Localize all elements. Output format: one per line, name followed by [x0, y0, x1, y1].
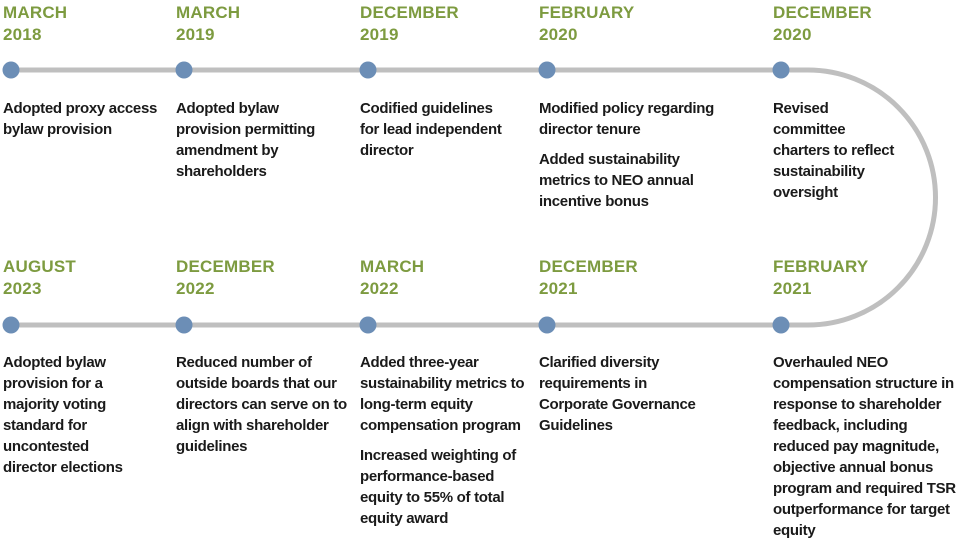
milestone-month: MARCH [3, 3, 68, 22]
milestone-month: MARCH [176, 3, 241, 22]
milestone-december-2022: DECEMBER 2022 Reduced number of outside … [176, 256, 348, 466]
milestone-date: MARCH 2019 [176, 2, 326, 46]
milestone-date: AUGUST 2023 [3, 256, 141, 300]
timeline-dot [772, 61, 790, 79]
timeline-dot [359, 316, 377, 334]
milestone-date: MARCH 2022 [360, 256, 528, 300]
milestone-text: Codified guidelines for lead independent… [360, 100, 502, 159]
milestone-month: FEBRUARY [539, 3, 635, 22]
milestone-year: 2018 [3, 25, 42, 44]
milestone-march-2019: MARCH 2019 Adopted bylaw provision permi… [176, 2, 326, 191]
milestone-date: DECEMBER 2021 [539, 256, 709, 300]
milestone-text: Adopted bylaw provision for a majority v… [3, 354, 123, 476]
milestone-august-2023: AUGUST 2023 Adopted bylaw provision for … [3, 256, 141, 487]
milestone-december-2019: DECEMBER 2019 Codified guidelines for le… [360, 2, 502, 170]
milestone-month: FEBRUARY [773, 257, 869, 276]
milestone-february-2020: FEBRUARY 2020 Modified policy regarding … [539, 2, 731, 221]
milestone-date: MARCH 2018 [3, 2, 165, 46]
milestone-date: DECEMBER 2020 [773, 2, 903, 46]
milestone-year: 2022 [360, 279, 399, 298]
milestone-text: Added sustainability metrics to NEO annu… [539, 151, 694, 210]
milestone-date: DECEMBER 2019 [360, 2, 502, 46]
milestone-year: 2021 [773, 279, 812, 298]
milestone-march-2018: MARCH 2018 Adopted proxy access bylaw pr… [3, 2, 165, 149]
timeline-dot [772, 316, 790, 334]
timeline-track [11, 67, 938, 328]
milestone-text: Reduced number of outside boards that ou… [176, 354, 347, 455]
milestone-month: MARCH [360, 257, 425, 276]
timeline-dot [2, 316, 20, 334]
milestone-february-2021: FEBRUARY 2021 Overhauled NEO compensatio… [773, 256, 957, 550]
milestone-year: 2023 [3, 279, 42, 298]
milestone-text: Overhauled NEO compensation structure in… [773, 354, 956, 539]
milestone-date: FEBRUARY 2021 [773, 256, 957, 300]
milestone-year: 2020 [773, 25, 812, 44]
milestone-month: DECEMBER [539, 257, 638, 276]
milestone-month: DECEMBER [773, 3, 872, 22]
milestone-month: DECEMBER [176, 257, 275, 276]
milestone-year: 2022 [176, 279, 215, 298]
milestone-month: AUGUST [3, 257, 76, 276]
milestone-month: DECEMBER [360, 3, 459, 22]
milestone-text: Adopted bylaw provision permitting amend… [176, 100, 316, 180]
milestone-date: DECEMBER 2022 [176, 256, 348, 300]
milestone-year: 2019 [176, 25, 215, 44]
milestone-text: Added three-year sustainability metrics … [360, 354, 525, 434]
timeline-dot [538, 316, 556, 334]
timeline-dot [175, 61, 193, 79]
milestone-year: 2021 [539, 279, 578, 298]
milestone-december-2021: DECEMBER 2021 Clarified diversity requir… [539, 256, 709, 445]
milestone-text: Increased weighting of performance-based… [360, 447, 516, 527]
milestone-year: 2020 [539, 25, 578, 44]
milestone-december-2020: DECEMBER 2020 Revised committee charters… [773, 2, 903, 212]
timeline-dot [2, 61, 20, 79]
milestone-text: Modified policy regarding director tenur… [539, 100, 715, 138]
timeline-dot [538, 61, 556, 79]
milestone-march-2022: MARCH 2022 Added three-year sustainabili… [360, 256, 528, 538]
timeline-dot [175, 316, 193, 334]
milestone-text: Clarified diversity requirements in Corp… [539, 354, 696, 434]
milestone-text: Adopted proxy access bylaw provision [3, 100, 158, 138]
milestone-text: Revised committee charters to reflect su… [773, 100, 895, 201]
milestone-date: FEBRUARY 2020 [539, 2, 731, 46]
timeline-dot [359, 61, 377, 79]
milestone-year: 2019 [360, 25, 399, 44]
